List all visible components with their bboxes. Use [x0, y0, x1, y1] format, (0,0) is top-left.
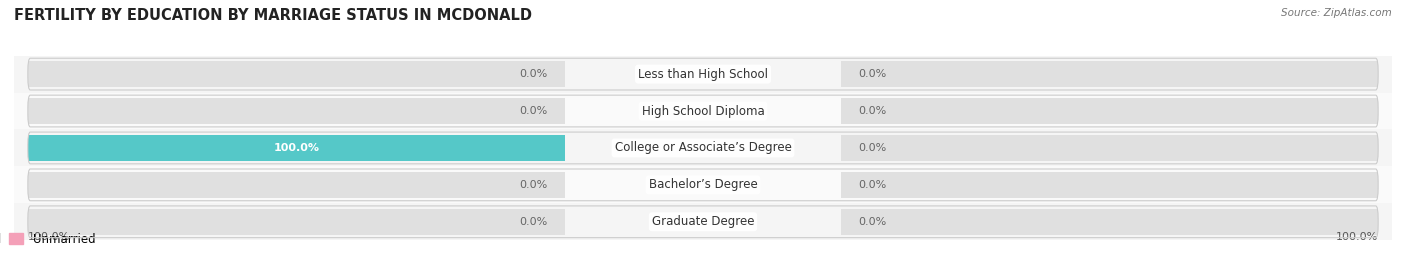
Text: 100.0%: 100.0% [274, 143, 319, 153]
Text: College or Associate’s Degree: College or Associate’s Degree [614, 141, 792, 154]
Text: 100.0%: 100.0% [1336, 232, 1378, 242]
Bar [14, 167, 1392, 203]
Legend: Married, Unmarried: Married, Unmarried [0, 233, 96, 246]
Text: 0.0%: 0.0% [858, 106, 886, 116]
Text: 0.0%: 0.0% [858, 217, 886, 227]
Text: 0.0%: 0.0% [520, 217, 548, 227]
Text: 0.0%: 0.0% [858, 69, 886, 79]
Text: Graduate Degree: Graduate Degree [652, 215, 754, 228]
Text: 0.0%: 0.0% [520, 69, 548, 79]
Text: Source: ZipAtlas.com: Source: ZipAtlas.com [1281, 8, 1392, 18]
Text: 0.0%: 0.0% [520, 106, 548, 116]
Bar [28, 61, 565, 87]
Bar [14, 203, 1392, 240]
Bar [28, 135, 565, 161]
Text: 0.0%: 0.0% [858, 180, 886, 190]
Bar [28, 208, 565, 235]
Bar [28, 172, 565, 198]
Text: High School Diploma: High School Diploma [641, 105, 765, 118]
Text: FERTILITY BY EDUCATION BY MARRIAGE STATUS IN MCDONALD: FERTILITY BY EDUCATION BY MARRIAGE STATU… [14, 8, 531, 23]
Text: 100.0%: 100.0% [28, 232, 70, 242]
Bar [14, 129, 1392, 167]
Bar [841, 135, 1378, 161]
Text: Less than High School: Less than High School [638, 68, 768, 81]
Bar [28, 135, 565, 161]
Text: 0.0%: 0.0% [858, 143, 886, 153]
Bar [841, 172, 1378, 198]
Bar [28, 98, 565, 124]
Bar [841, 98, 1378, 124]
Text: Bachelor’s Degree: Bachelor’s Degree [648, 178, 758, 191]
Text: 0.0%: 0.0% [520, 180, 548, 190]
Bar [841, 208, 1378, 235]
Bar [841, 61, 1378, 87]
Bar [14, 56, 1392, 93]
Bar [14, 93, 1392, 129]
